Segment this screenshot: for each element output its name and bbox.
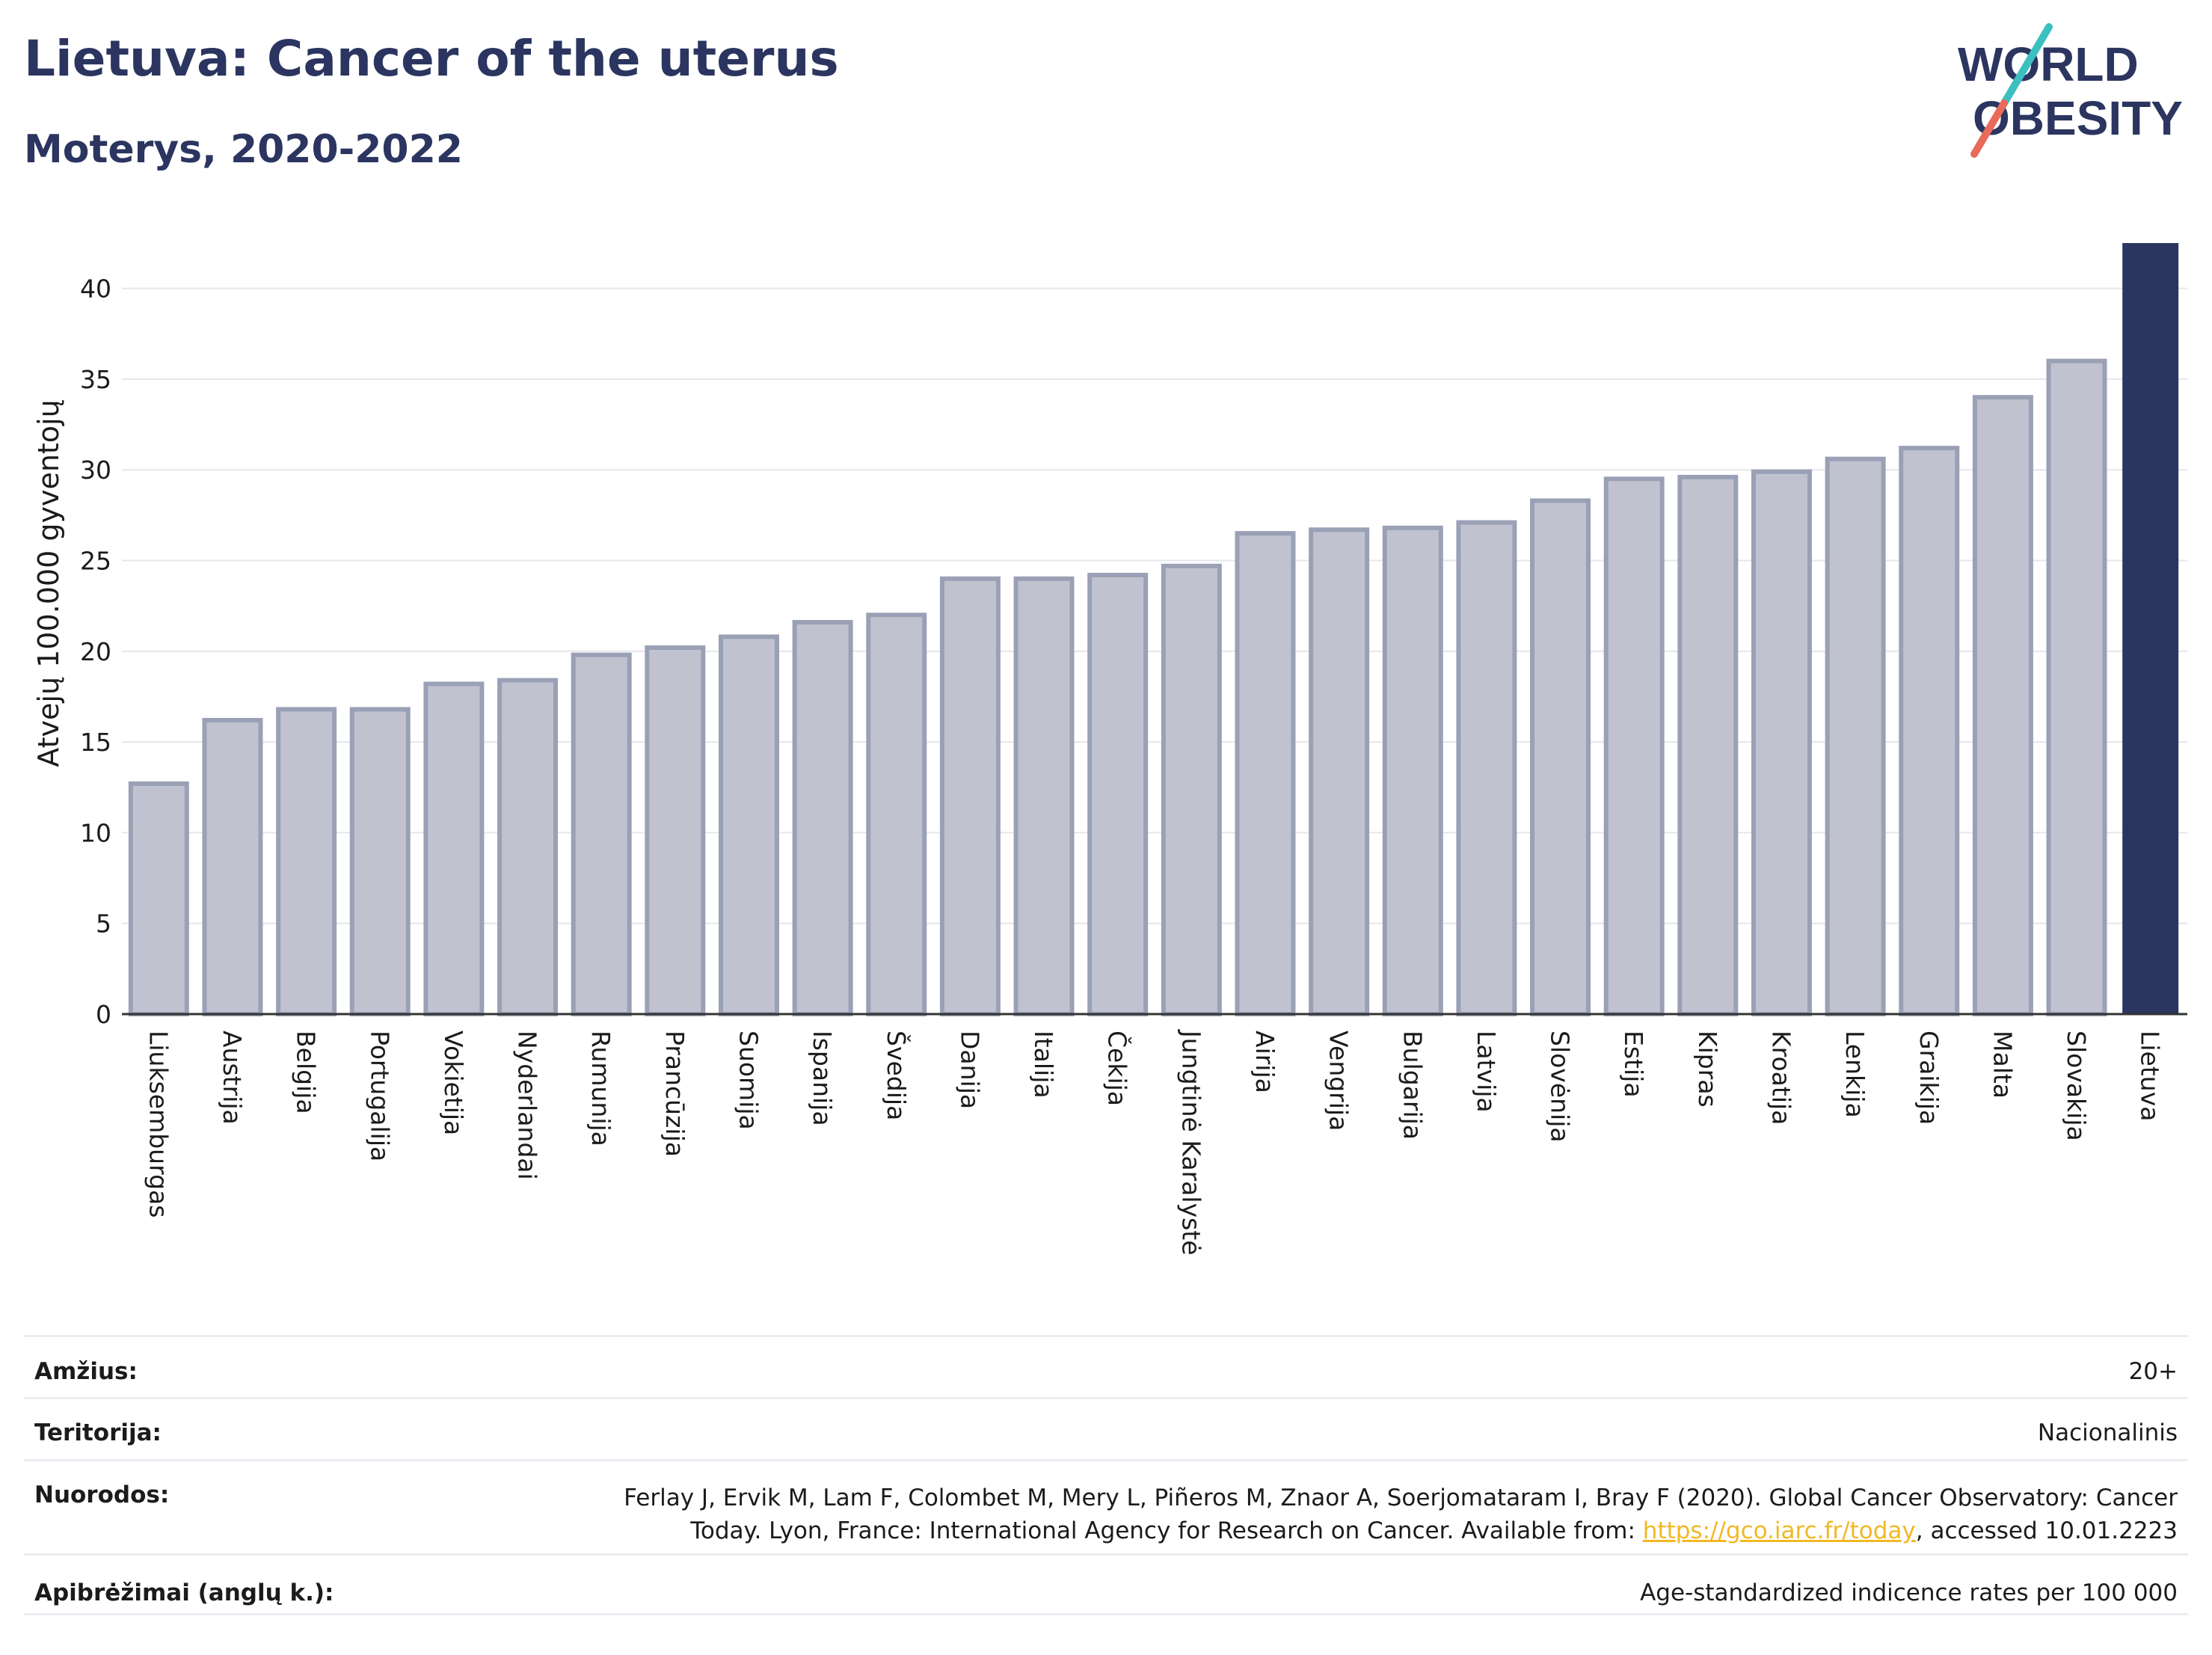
info-row-territory: Teritorija: Nacionalinis xyxy=(24,1397,2188,1459)
x-tick-label: Danija xyxy=(955,1031,984,1109)
references-label: Nuorodos: xyxy=(34,1481,170,1508)
y-tick-label: 5 xyxy=(96,909,111,939)
info-row-age: Amžius: 20+ xyxy=(24,1335,2188,1397)
age-label: Amžius: xyxy=(34,1358,138,1385)
bar xyxy=(1013,576,1075,1016)
x-tick-label: Lietuva xyxy=(2136,1031,2165,1121)
logo-line-1: WORLD xyxy=(1958,37,2139,91)
x-tick-label: Graikija xyxy=(1914,1031,1944,1125)
bar xyxy=(423,681,485,1017)
bar xyxy=(792,620,853,1016)
x-tick-label: Liuksemburgas xyxy=(144,1031,173,1218)
y-tick-label: 15 xyxy=(80,728,111,757)
x-tick-label: Ispanija xyxy=(808,1031,837,1126)
references-accessed: , accessed 10.01.2223 xyxy=(1915,1517,2178,1544)
x-tick-label: Vokietija xyxy=(439,1031,468,1135)
bar xyxy=(1825,456,1886,1016)
bar xyxy=(1603,476,1665,1016)
y-tick-label: 35 xyxy=(80,365,111,394)
bar xyxy=(1235,531,1296,1016)
x-tick-label: Suomija xyxy=(734,1031,763,1130)
bar xyxy=(718,634,779,1016)
bar xyxy=(349,707,411,1017)
axes: 0 5 10 15 20 25 30 35 40 Liuksemburgas Austrija Bel… xyxy=(80,274,2187,1256)
x-tick-label: Italija xyxy=(1029,1031,1058,1099)
territory-value: Nacionalinis xyxy=(2037,1419,2178,1446)
references-text: Ferlay J, Ervik M, Lam F, Colombet M, Me… xyxy=(624,1484,2178,1544)
bar xyxy=(1972,395,2033,1016)
y-tick-label: 30 xyxy=(80,455,111,485)
x-tick-label: Estija xyxy=(1619,1031,1648,1098)
bar xyxy=(645,645,706,1016)
logo-stroke-coral xyxy=(1970,99,2008,158)
x-tick-label: Belgija xyxy=(292,1031,321,1114)
bar xyxy=(202,718,263,1017)
bar xyxy=(1087,572,1149,1016)
x-tick-label: Jungtinė Karalystė xyxy=(1176,1029,1205,1256)
page-subtitle: Moterys, 2020-2022 xyxy=(24,127,463,172)
bar-chart: 0 5 10 15 20 25 30 35 40 Liuksemburgas Austrija Bel… xyxy=(32,243,2187,1256)
age-value: 20+ xyxy=(2128,1358,2178,1385)
x-tick-label: Slovėnija xyxy=(1546,1031,1575,1143)
x-tick-label: Austrija xyxy=(218,1031,247,1125)
x-tick-label: Portugalija xyxy=(365,1031,394,1161)
x-tick-label: Airija xyxy=(1250,1031,1279,1093)
bar xyxy=(1899,446,1960,1016)
info-row-definitions: Apibrėžimai (anglų k.): Age-standardized… xyxy=(24,1553,2188,1615)
bar xyxy=(1751,469,1812,1016)
bar-highlight xyxy=(2122,243,2179,1014)
logo-stroke-teal xyxy=(2000,23,2053,107)
x-tick-label: Latvija xyxy=(1472,1031,1501,1113)
y-tick-label: 0 xyxy=(96,1000,111,1029)
bar xyxy=(1161,563,1222,1016)
territory-label: Teritorija: xyxy=(34,1419,162,1446)
x-tick-label: Kroatija xyxy=(1766,1031,1795,1125)
y-tick-label: 20 xyxy=(80,637,111,666)
y-tick-label: 25 xyxy=(80,547,111,576)
x-tick-label: Čekija xyxy=(1103,1031,1133,1106)
x-tick-label: Rumunija xyxy=(586,1031,615,1146)
world-obesity-logo: WORLD OBESITY xyxy=(1958,23,2183,158)
x-tick-label: Bulgarija xyxy=(1398,1031,1427,1140)
x-tick-label: Lenkija xyxy=(1840,1031,1870,1118)
x-tick-label: Nyderlandai xyxy=(513,1031,542,1180)
y-axis-label: Atvejų 100.000 gyventojų xyxy=(32,399,65,767)
bar xyxy=(571,652,632,1016)
info-table: Amžius: 20+ Teritorija: Nacionalinis Nuo… xyxy=(24,1335,2188,1615)
y-tick-label: 40 xyxy=(80,274,111,304)
x-tick-label: Malta xyxy=(1988,1031,2017,1099)
x-tick-label: Slovakija xyxy=(2062,1031,2091,1141)
bar xyxy=(1677,474,1739,1016)
x-tick-label: Vengrija xyxy=(1324,1031,1354,1131)
bar xyxy=(939,576,1001,1016)
x-tick-label: Švedija xyxy=(882,1031,912,1120)
definitions-value: Age-standardized indicence rates per 100… xyxy=(1640,1579,2178,1606)
bar xyxy=(2046,358,2107,1016)
definitions-label: Apibrėžimai (anglų k.): xyxy=(34,1579,334,1606)
bar xyxy=(1309,527,1370,1016)
info-row-references: Nuorodos: Ferlay J, Ervik M, Lam F, Colo… xyxy=(24,1459,2188,1553)
x-tick-label: Kipras xyxy=(1693,1031,1722,1108)
bar xyxy=(866,612,927,1016)
bar xyxy=(128,781,189,1017)
bars xyxy=(128,243,2179,1017)
references-link[interactable]: https://gco.iarc.fr/today xyxy=(1642,1517,1916,1544)
bar xyxy=(497,678,559,1016)
bar xyxy=(1530,498,1591,1016)
page-title: Lietuva: Cancer of the uterus xyxy=(24,30,839,87)
bar xyxy=(1382,525,1443,1016)
references-value: Ferlay J, Ervik M, Lam F, Colombet M, Me… xyxy=(607,1481,2178,1547)
bar xyxy=(276,707,337,1017)
bar xyxy=(1456,520,1517,1016)
x-tick-label: Prancūzija xyxy=(660,1031,689,1157)
y-tick-label: 10 xyxy=(80,818,111,847)
